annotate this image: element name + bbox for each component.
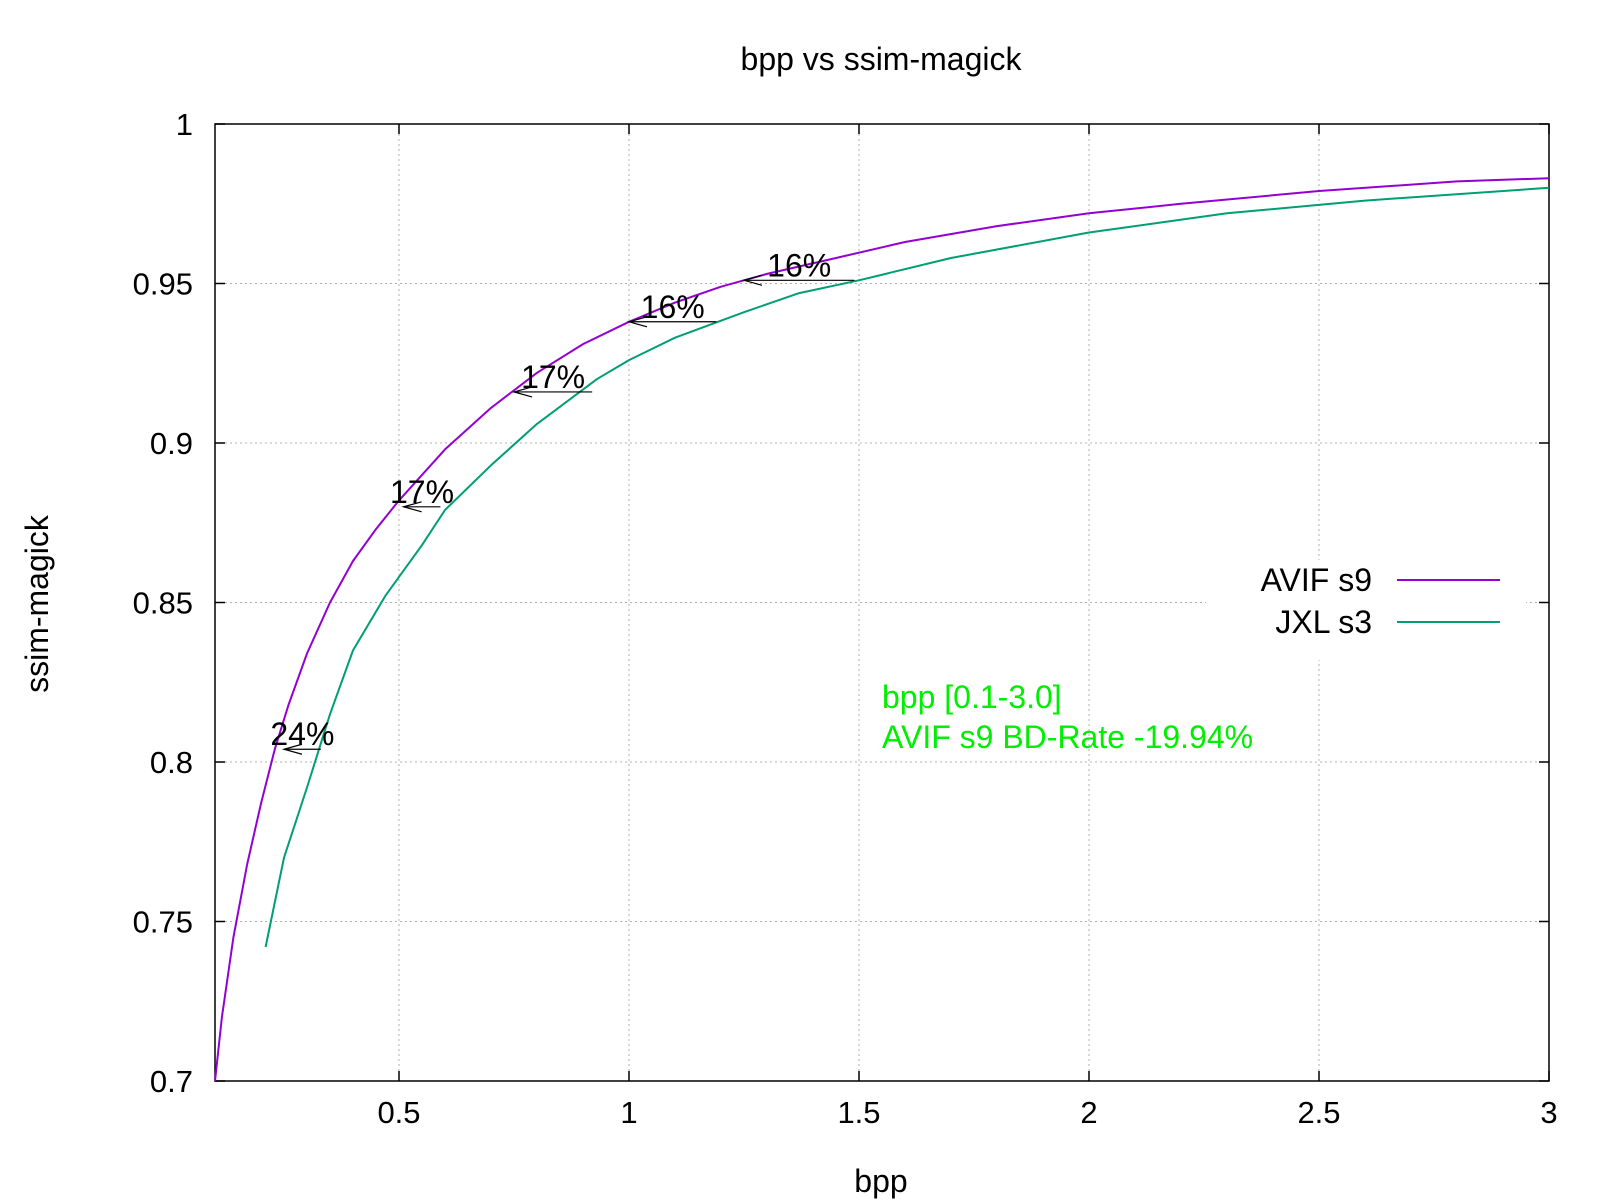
series-line-1 xyxy=(214,177,1550,1082)
chart-title: bpp vs ssim-magick xyxy=(741,41,1023,77)
y-tick-label: 0.95 xyxy=(133,267,193,302)
y-tick-label: 0.9 xyxy=(150,426,193,461)
y-tick-label: 0.85 xyxy=(133,586,193,621)
annotation-arrowhead xyxy=(401,501,422,513)
annotation-percent-label: 16% xyxy=(767,247,831,283)
legend-label: AVIF s9 xyxy=(1261,562,1372,598)
percent-annotations: 24% 17% 17% 16% 16% xyxy=(270,247,855,755)
x-tick-label: 1 xyxy=(620,1095,637,1130)
annotation-arrowhead xyxy=(626,316,648,328)
x-tick-label: 3 xyxy=(1540,1095,1557,1130)
legend-label: JXL s3 xyxy=(1275,604,1372,640)
y-axis-label: ssim-magick xyxy=(19,514,55,693)
x-tick-label: 2.5 xyxy=(1297,1095,1340,1130)
y-tick-label: 1 xyxy=(176,107,193,142)
axis-ticks: 0.5 1 1.5 2 2.5 3 0.7 0.75 0.8 0.85 0.9 0.95 1 xyxy=(133,107,1558,1130)
annotation-percent-label: 17% xyxy=(521,359,585,395)
series-line-2 xyxy=(264,186,1550,948)
bd-rate-range-label: bpp [0.1-3.0] xyxy=(882,679,1062,715)
series-lines xyxy=(214,177,1550,1082)
legend: AVIF s9 JXL s3 xyxy=(1206,560,1526,660)
annotation-percent-label: 16% xyxy=(641,289,705,325)
y-tick-label: 0.75 xyxy=(133,905,193,940)
annotation-percent-label: 17% xyxy=(390,474,454,510)
annotation-arrowhead xyxy=(511,386,533,398)
legend-background xyxy=(1206,560,1526,660)
x-axis-label: bpp xyxy=(854,1163,907,1199)
x-tick-label: 0.5 xyxy=(377,1095,420,1130)
annotation-arrowhead xyxy=(741,274,763,286)
y-tick-label: 0.8 xyxy=(150,745,193,780)
x-tick-label: 2 xyxy=(1080,1095,1097,1130)
y-tick-label: 0.7 xyxy=(150,1064,193,1099)
x-tick-label: 1.5 xyxy=(837,1095,880,1130)
bd-rate-result-label: AVIF s9 BD-Rate -19.94% xyxy=(882,719,1253,755)
annotation-arrowhead xyxy=(281,743,303,755)
annotation-percent-label: 24% xyxy=(270,716,334,752)
